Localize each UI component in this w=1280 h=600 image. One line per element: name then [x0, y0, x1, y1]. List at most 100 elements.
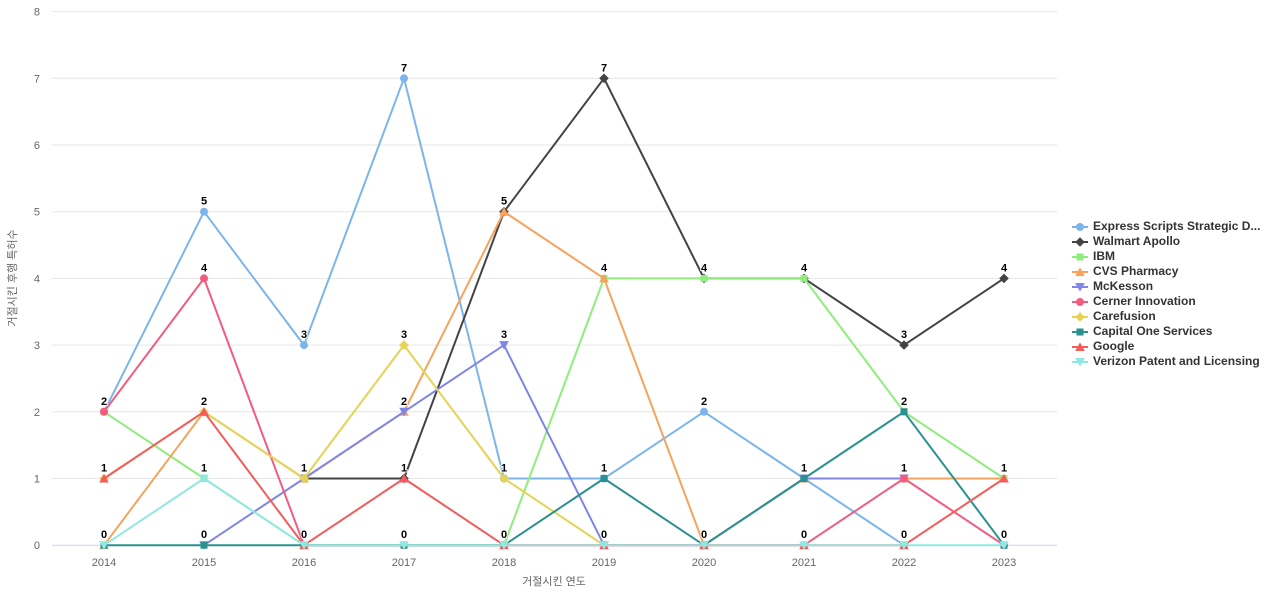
series-line-cvs-pharmacy: [103, 210, 1005, 547]
y-tick-label: 7: [34, 73, 40, 85]
point-label: 2: [201, 396, 207, 408]
point-marker-cerner-innovation-2014[interactable]: [100, 407, 108, 416]
x-tick-label: 2017: [392, 557, 416, 569]
y-tick-label: 4: [34, 273, 40, 285]
legend-label: Verizon Patent and Licensing: [1093, 354, 1260, 368]
point-marker-capital-one-services-2019[interactable]: [600, 475, 608, 482]
legend-item-mckesson[interactable]: McKesson: [1072, 279, 1260, 294]
legend-item-cerner-innovation[interactable]: Cerner Innovation: [1072, 294, 1260, 309]
point-marker-express-scripts-strategic-d-2016[interactable]: [300, 341, 308, 350]
point-marker-cerner-innovation-2022[interactable]: [900, 474, 908, 483]
point-marker-capital-one-services-2022[interactable]: [900, 408, 908, 416]
legend-item-capital-one-services[interactable]: Capital One Services: [1072, 324, 1260, 339]
point-marker-carefusion-2017[interactable]: [399, 340, 409, 350]
point-marker-ibm-2021[interactable]: [800, 274, 808, 282]
legend-marker-icon: [1072, 266, 1088, 276]
x-tick-label: 2019: [592, 557, 616, 569]
legend-label: Cerner Innovation: [1093, 294, 1196, 308]
point-marker-carefusion-2016[interactable]: [299, 473, 309, 484]
legend-marker-icon: [1072, 328, 1088, 335]
point-marker-cerner-innovation-2015[interactable]: [200, 274, 208, 283]
point-marker-verizon-patent-and-licensing-2021[interactable]: [799, 541, 809, 550]
point-marker-capital-one-services-2021[interactable]: [800, 475, 808, 482]
y-tick-label: 6: [34, 140, 40, 152]
x-tick-label: 2016: [292, 557, 316, 569]
legend-item-carefusion[interactable]: Carefusion: [1072, 309, 1260, 324]
legend-marker-icon: [1072, 222, 1088, 231]
point-label: 2: [101, 396, 107, 408]
point-marker-capital-one-services-2015[interactable]: [200, 541, 208, 549]
series-line-verizon-patent-and-licensing: [103, 477, 1005, 547]
point-marker-walmart-apollo-2019[interactable]: [599, 73, 609, 84]
point-label: 4: [1001, 262, 1008, 274]
point-label: 1: [501, 463, 507, 475]
point-marker-google-2023[interactable]: [999, 473, 1009, 483]
point-marker-verizon-patent-and-licensing-2017[interactable]: [399, 541, 409, 550]
point-marker-mckesson-2018[interactable]: [499, 341, 509, 350]
point-marker-mckesson-2017[interactable]: [399, 407, 409, 417]
point-marker-verizon-patent-and-licensing-2014[interactable]: [99, 541, 109, 550]
point-label: 4: [601, 262, 608, 274]
point-marker-ibm-2020[interactable]: [700, 274, 708, 282]
legend-marker-icon: [1072, 311, 1088, 322]
x-tick-label: 2015: [192, 557, 216, 569]
legend-item-express-scripts-strategic-d[interactable]: Express Scripts Strategic D...: [1072, 219, 1260, 234]
point-label: 3: [901, 329, 907, 341]
y-tick-label: 5: [34, 207, 40, 219]
point-label: 3: [401, 329, 407, 341]
point-label: 4: [701, 262, 708, 274]
point-label: 3: [501, 329, 507, 341]
legend-item-verizon-patent-and-licensing[interactable]: Verizon Patent and Licensing: [1072, 354, 1260, 369]
point-label: 7: [401, 62, 407, 74]
point-marker-verizon-patent-and-licensing-2018[interactable]: [499, 541, 509, 550]
series-mckesson: [199, 341, 909, 550]
legend-label: Capital One Services: [1093, 324, 1213, 338]
point-marker-verizon-patent-and-licensing-2019[interactable]: [599, 541, 609, 550]
point-marker-google-2014[interactable]: [99, 473, 109, 483]
point-label: 5: [201, 196, 207, 208]
point-marker-verizon-patent-and-licensing-2022[interactable]: [899, 541, 909, 550]
point-label: 1: [1001, 463, 1007, 475]
point-label: 2: [901, 396, 907, 408]
x-tick-label: 2021: [792, 557, 816, 569]
point-label: 0: [101, 529, 107, 541]
point-marker-verizon-patent-and-licensing-2016[interactable]: [299, 541, 309, 550]
legend-item-walmart-apollo[interactable]: Walmart Apollo: [1072, 234, 1260, 249]
x-axis-title: 거절시킨 연도: [522, 575, 586, 588]
legend-item-cvs-pharmacy[interactable]: CVS Pharmacy: [1072, 264, 1260, 279]
point-marker-carefusion-2018[interactable]: [499, 473, 509, 484]
x-tick-label: 2023: [992, 557, 1016, 569]
y-tick-label: 2: [34, 407, 40, 419]
point-marker-verizon-patent-and-licensing-2023[interactable]: [999, 541, 1009, 550]
x-tick-label: 2014: [92, 557, 116, 569]
point-label: 1: [801, 463, 807, 475]
point-marker-google-2015[interactable]: [199, 407, 209, 416]
point-marker-walmart-apollo-2023[interactable]: [999, 273, 1009, 284]
point-marker-express-scripts-strategic-d-2015[interactable]: [200, 207, 208, 216]
point-marker-express-scripts-strategic-d-2017[interactable]: [400, 74, 408, 83]
legend-marker-icon: [1072, 297, 1088, 306]
point-label: 0: [401, 529, 407, 541]
legend-item-google[interactable]: Google: [1072, 339, 1260, 354]
y-tick-label: 1: [34, 474, 40, 486]
point-marker-verizon-patent-and-licensing-2015[interactable]: [199, 474, 209, 484]
legend-label: Google: [1093, 339, 1135, 353]
legend-label: Carefusion: [1093, 309, 1156, 323]
point-marker-cvs-pharmacy-2018[interactable]: [499, 207, 509, 216]
point-marker-google-2017[interactable]: [399, 473, 409, 483]
series-line-walmart-apollo: [303, 77, 1005, 480]
point-label: 0: [901, 529, 907, 541]
point-marker-express-scripts-strategic-d-2020[interactable]: [700, 407, 708, 416]
legend-marker-icon: [1072, 341, 1088, 351]
point-marker-cvs-pharmacy-2019[interactable]: [599, 273, 609, 283]
series-line-capital-one-services: [103, 410, 1005, 547]
point-marker-verizon-patent-and-licensing-2020[interactable]: [699, 541, 709, 550]
point-label: 1: [301, 463, 307, 475]
point-marker-walmart-apollo-2022[interactable]: [899, 340, 909, 350]
legend-item-ibm[interactable]: IBM: [1072, 249, 1260, 264]
point-label: 2: [701, 396, 707, 408]
point-label: 0: [801, 529, 807, 541]
legend-marker-icon: [1072, 236, 1088, 247]
